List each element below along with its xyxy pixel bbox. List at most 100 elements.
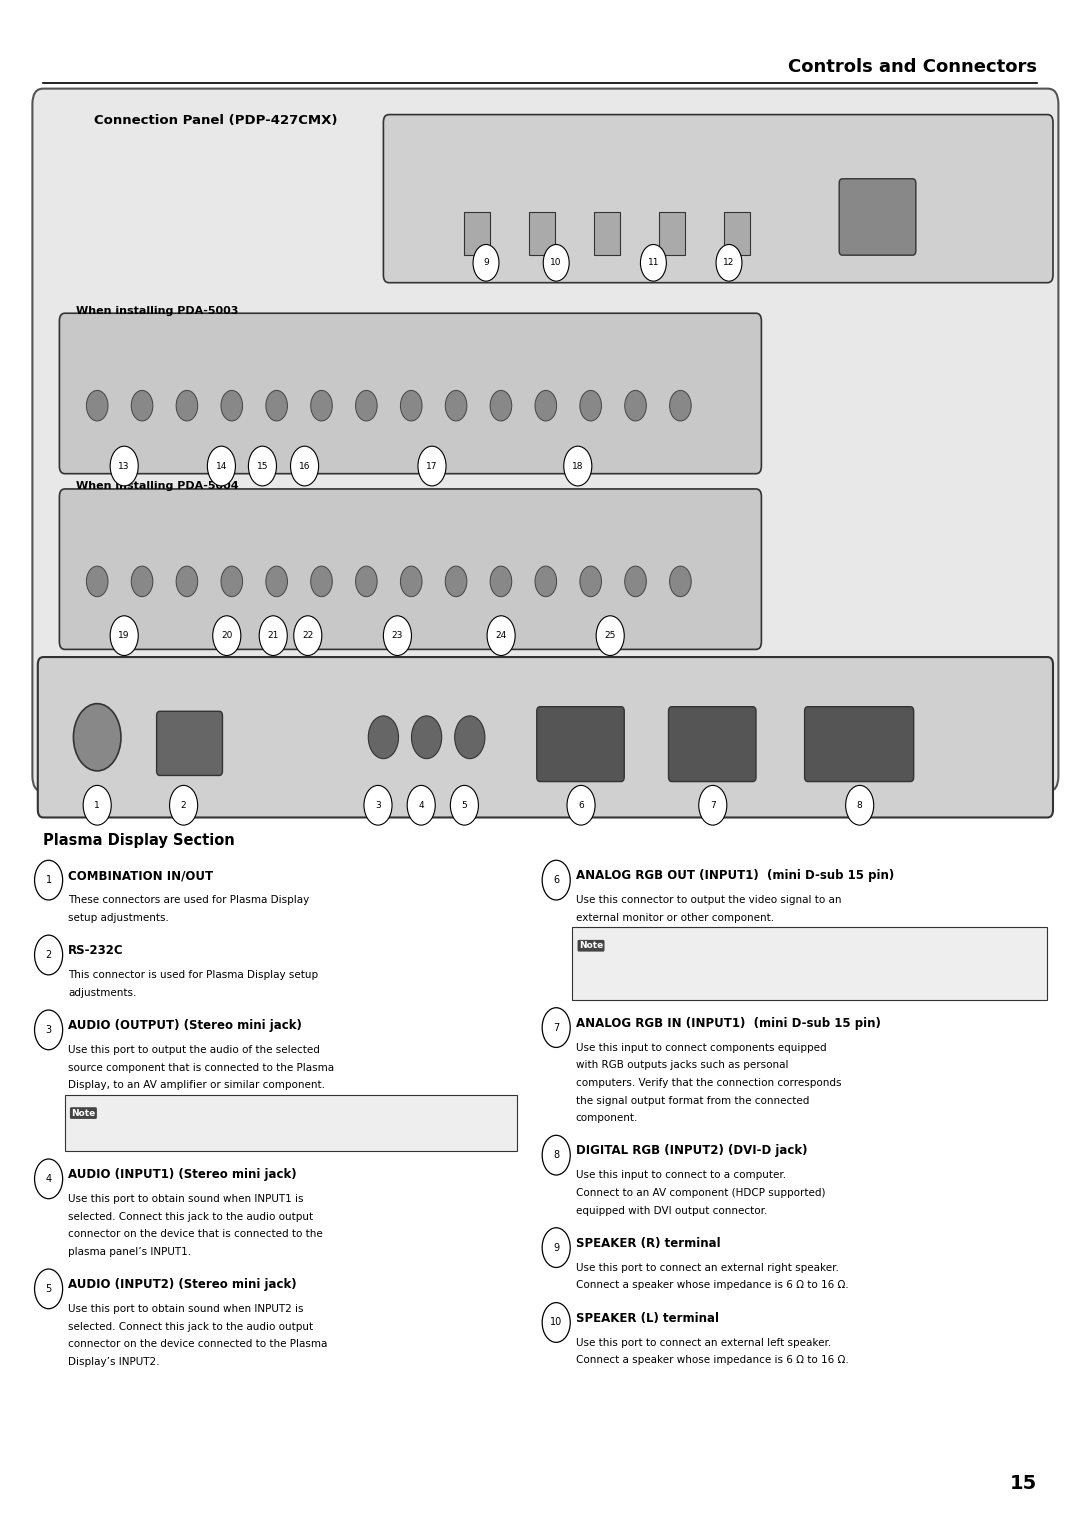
Text: source component that is connected to the Plasma: source component that is connected to th…	[68, 1062, 334, 1073]
Circle shape	[266, 567, 287, 597]
Text: Note: Note	[579, 941, 603, 950]
Text: The video signal is not output from the ANALOG RGB OUT: The video signal is not output from the …	[579, 949, 840, 958]
Text: COMBINATION IN/OUT: COMBINATION IN/OUT	[68, 869, 213, 883]
Text: AUDIO (OUTPUT) (Stereo mini jack): AUDIO (OUTPUT) (Stereo mini jack)	[68, 1019, 302, 1033]
Circle shape	[207, 446, 235, 486]
Circle shape	[35, 935, 63, 975]
Circle shape	[83, 785, 111, 825]
Text: 19: 19	[119, 631, 130, 640]
Text: 14: 14	[216, 461, 227, 471]
Text: ANALOG RGB OUT (INPUT1)  (mini D-sub 15 pin): ANALOG RGB OUT (INPUT1) (mini D-sub 15 p…	[576, 869, 894, 883]
Circle shape	[35, 860, 63, 900]
Circle shape	[542, 1135, 570, 1175]
FancyBboxPatch shape	[659, 212, 685, 255]
Circle shape	[170, 785, 198, 825]
Circle shape	[542, 1227, 570, 1267]
Text: selected. Connect this jack to the audio output: selected. Connect this jack to the audio…	[68, 1322, 313, 1332]
Circle shape	[450, 785, 478, 825]
Text: This connector is used for Plasma Display setup: This connector is used for Plasma Displa…	[68, 970, 319, 981]
Text: 1: 1	[45, 876, 52, 885]
Text: Plasma Display Section: Plasma Display Section	[43, 833, 235, 848]
Text: 10: 10	[551, 258, 562, 267]
Text: 13: 13	[119, 461, 130, 471]
Text: 6: 6	[553, 876, 559, 885]
Circle shape	[213, 616, 241, 656]
Circle shape	[624, 391, 646, 422]
Text: selected. Connect this jack to the audio output: selected. Connect this jack to the audio…	[68, 1212, 313, 1222]
Text: 18: 18	[572, 461, 583, 471]
FancyBboxPatch shape	[594, 212, 620, 255]
Circle shape	[670, 391, 691, 422]
Text: 6: 6	[578, 801, 584, 810]
Text: 5: 5	[461, 801, 468, 810]
Text: AUDIO (INPUT1) (Stereo mini jack): AUDIO (INPUT1) (Stereo mini jack)	[68, 1167, 297, 1181]
Circle shape	[542, 860, 570, 900]
Circle shape	[311, 391, 333, 422]
Circle shape	[670, 567, 691, 597]
Text: 12: 12	[724, 258, 734, 267]
Circle shape	[368, 715, 399, 759]
Circle shape	[624, 567, 646, 597]
Circle shape	[699, 785, 727, 825]
Circle shape	[248, 446, 276, 486]
Text: 25: 25	[605, 631, 616, 640]
Text: 24: 24	[496, 631, 507, 640]
Text: 4: 4	[418, 801, 424, 810]
Text: Connect to an AV component (HDCP supported): Connect to an AV component (HDCP support…	[576, 1187, 825, 1198]
FancyBboxPatch shape	[537, 706, 624, 781]
Circle shape	[418, 446, 446, 486]
Text: SPEAKER (R) terminal: SPEAKER (R) terminal	[576, 1236, 720, 1250]
Text: with RGB outputs jacks such as personal: with RGB outputs jacks such as personal	[576, 1060, 788, 1071]
Circle shape	[132, 391, 153, 422]
Text: Use this port to output the audio of the selected: Use this port to output the audio of the…	[68, 1045, 320, 1056]
Circle shape	[535, 391, 556, 422]
Text: component.: component.	[576, 1112, 638, 1123]
Text: 7: 7	[553, 1022, 559, 1033]
Text: adjustments.: adjustments.	[68, 987, 136, 998]
Text: 21: 21	[268, 631, 279, 640]
Text: 3: 3	[45, 1025, 52, 1034]
Circle shape	[567, 785, 595, 825]
Circle shape	[176, 567, 198, 597]
Text: 2: 2	[45, 950, 52, 960]
Text: setup adjustments.: setup adjustments.	[68, 912, 168, 923]
Circle shape	[355, 567, 377, 597]
Text: AUDIO (INPUT2) (Stereo mini jack): AUDIO (INPUT2) (Stereo mini jack)	[68, 1277, 297, 1291]
Text: Use this port to connect an external right speaker.: Use this port to connect an external rig…	[576, 1262, 838, 1273]
Text: connector on the device connected to the Plasma: connector on the device connected to the…	[68, 1339, 327, 1349]
Circle shape	[490, 567, 512, 597]
Circle shape	[86, 391, 108, 422]
Circle shape	[110, 446, 138, 486]
Circle shape	[543, 244, 569, 281]
Text: computers. Verify that the connection corresponds: computers. Verify that the connection co…	[576, 1077, 841, 1088]
Text: RS-232C: RS-232C	[68, 944, 124, 958]
FancyBboxPatch shape	[805, 706, 914, 781]
Text: OFF or in Standby mode.: OFF or in Standby mode.	[579, 981, 691, 990]
Circle shape	[580, 391, 602, 422]
FancyBboxPatch shape	[529, 212, 555, 255]
Text: Display, to an AV amplifier or similar component.: Display, to an AV amplifier or similar c…	[68, 1080, 325, 1091]
Circle shape	[596, 616, 624, 656]
Circle shape	[86, 567, 108, 597]
Circle shape	[445, 567, 467, 597]
Text: 9: 9	[483, 258, 489, 267]
Circle shape	[132, 567, 153, 597]
Circle shape	[535, 567, 556, 597]
FancyBboxPatch shape	[59, 489, 761, 649]
FancyBboxPatch shape	[32, 89, 1058, 792]
Circle shape	[294, 616, 322, 656]
Circle shape	[35, 1268, 63, 1308]
Text: 15: 15	[257, 461, 268, 471]
Text: Connect a speaker whose impedance is 6 Ω to 16 Ω.: Connect a speaker whose impedance is 6 Ω…	[576, 1280, 849, 1291]
Text: 16: 16	[299, 461, 310, 471]
Circle shape	[291, 446, 319, 486]
FancyBboxPatch shape	[839, 179, 916, 255]
Circle shape	[110, 616, 138, 656]
Circle shape	[487, 616, 515, 656]
Circle shape	[401, 391, 422, 422]
Circle shape	[411, 715, 442, 759]
Circle shape	[401, 567, 422, 597]
Text: 11: 11	[648, 258, 659, 267]
Circle shape	[542, 1007, 570, 1047]
Circle shape	[259, 616, 287, 656]
